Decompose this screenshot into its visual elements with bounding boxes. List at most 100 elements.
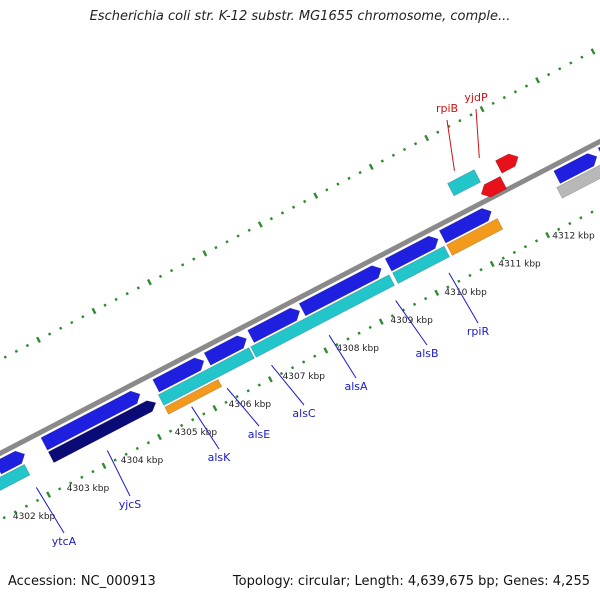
gene-arrow — [47, 400, 157, 463]
tick-mark — [236, 234, 240, 238]
tick-mark — [257, 221, 263, 228]
gene-label-alsa: alsA — [344, 380, 368, 393]
tick-mark — [202, 250, 208, 257]
gene-label-alse: alsE — [248, 428, 271, 441]
tick-mark — [535, 77, 541, 84]
tick-mark — [235, 394, 239, 399]
tick-mark — [192, 257, 196, 261]
tick-mark — [568, 221, 572, 226]
tick-mark — [468, 273, 472, 278]
scale-label: 4302 kbp — [13, 512, 56, 522]
tick-mark — [14, 349, 18, 354]
tick-mark — [169, 268, 174, 273]
tick-mark — [91, 469, 95, 474]
label-leader-line — [106, 450, 131, 497]
label-leader-line — [271, 364, 305, 406]
cds-box — [447, 169, 481, 197]
tick-mark — [124, 452, 128, 456]
tick-mark — [113, 458, 117, 462]
tick-mark — [103, 303, 107, 307]
tick-mark — [125, 292, 129, 296]
tick-mark — [501, 256, 505, 260]
misc-feature-box — [164, 379, 223, 415]
tick-mark — [24, 504, 29, 508]
tick-mark — [335, 343, 339, 347]
label-leader-line — [226, 387, 260, 427]
gene-label-alsk: alsK — [208, 451, 232, 464]
misc-feature-box — [446, 218, 504, 256]
tick-mark — [545, 231, 551, 239]
tick-mark — [91, 307, 97, 315]
tick-mark — [136, 286, 140, 290]
gene-arrow — [152, 357, 205, 393]
tick-mark — [59, 326, 63, 330]
gene-labels: ytcA yjcS alsK alsE alsC alsA alsB rpiR rpiB yjdP — [35, 91, 489, 548]
tick-mark — [46, 491, 52, 498]
label-leader-line — [328, 334, 357, 379]
tick-mark — [323, 347, 329, 354]
tick-mark — [401, 308, 406, 312]
tick-mark — [390, 314, 395, 318]
tick-mark — [101, 462, 107, 470]
tick-mark — [290, 366, 295, 370]
tick-mark — [157, 433, 162, 441]
gene-arrow — [553, 153, 598, 184]
tick-mark — [489, 260, 495, 268]
tick-mark — [368, 325, 372, 330]
tick-mark — [25, 343, 30, 348]
tick-mark — [58, 487, 62, 491]
tick-mark — [336, 182, 340, 186]
tick-mark — [313, 354, 317, 358]
tick-mark — [357, 331, 361, 335]
tick-mark — [457, 279, 461, 283]
tick-mark — [580, 55, 584, 59]
tick-mark — [269, 217, 274, 221]
feature-track — [0, 146, 600, 491]
tick-mark — [402, 147, 407, 152]
tick-mark — [36, 336, 41, 344]
scale-labels: 4302 kbp 4303 kbp 4304 kbp 4305 kbp 4306 kbp… — [13, 232, 595, 523]
tick-mark — [279, 371, 284, 376]
tick-mark — [212, 404, 218, 412]
tick-mark — [413, 142, 418, 146]
tick-mark — [346, 337, 350, 341]
tick-mark — [368, 163, 374, 171]
gene-arrow — [203, 335, 247, 366]
scale-label: 4303 kbp — [67, 484, 110, 494]
gene-arrow — [384, 235, 439, 272]
tick-mark — [81, 315, 85, 319]
tick-mark — [412, 302, 417, 306]
tick-mark — [534, 239, 539, 243]
tick-mark — [301, 360, 306, 364]
inner-tick-ring — [2, 210, 594, 520]
tick-mark — [47, 332, 52, 336]
tick-mark — [358, 170, 362, 175]
tick-mark — [257, 383, 261, 387]
gene-label-ytca: ytcA — [52, 535, 77, 548]
tick-mark — [70, 320, 74, 325]
tick-mark — [303, 199, 307, 204]
scale-label: 4312 kbp — [552, 232, 595, 242]
tick-mark — [378, 318, 384, 325]
label-leader-line — [191, 406, 220, 450]
label-leader-line — [446, 119, 455, 171]
tick-mark — [214, 245, 218, 250]
gene-label-yjcs: yjcS — [119, 498, 142, 511]
cds-box — [157, 347, 255, 406]
genome-summary-text: Topology: circular; Length: 4,639,675 bp… — [232, 574, 590, 589]
tick-mark — [557, 227, 561, 232]
gene-arrow — [298, 265, 382, 317]
accession-text: Accession: NC_000913 — [8, 574, 156, 589]
tick-mark — [447, 124, 451, 129]
gene-arrow — [495, 153, 519, 174]
tick-mark — [590, 210, 594, 214]
tick-mark — [424, 134, 430, 142]
gene-label-yjdp: yjdP — [464, 91, 488, 104]
label-leader-line — [395, 300, 428, 346]
tick-mark — [114, 297, 118, 302]
tick-mark — [590, 48, 596, 55]
tick-mark — [434, 289, 440, 297]
chromosome-backbone — [0, 138, 600, 457]
tick-mark — [158, 274, 163, 279]
